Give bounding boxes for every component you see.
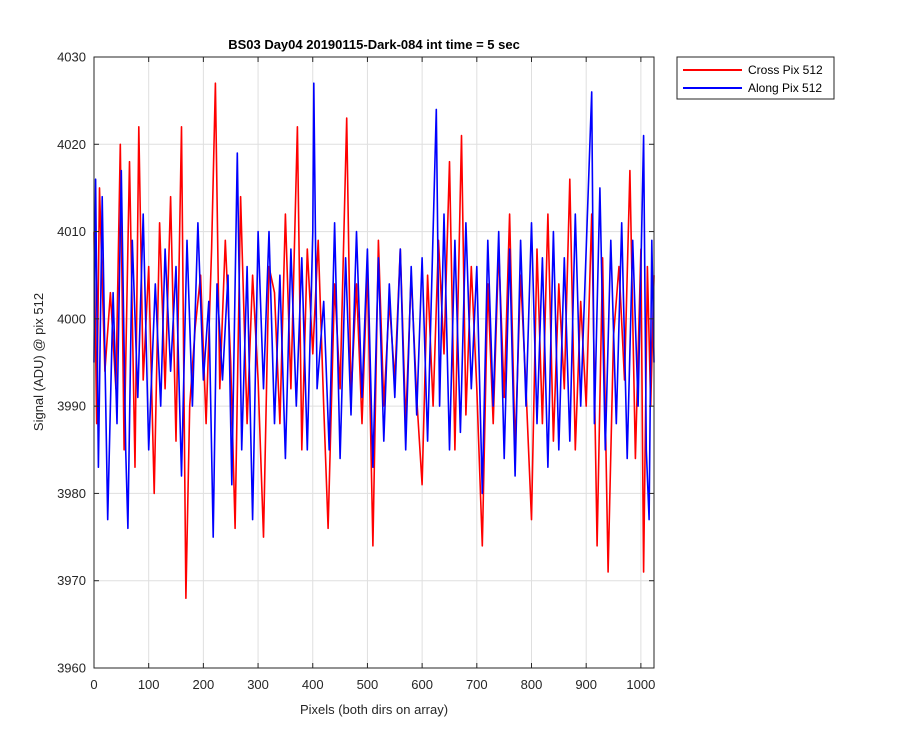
chart-title: BS03 Day04 20190115-Dark-084 int time = … [228, 37, 520, 52]
x-tick-label: 100 [138, 677, 160, 692]
y-tick-label: 3970 [57, 573, 86, 588]
y-tick-label: 3990 [57, 399, 86, 414]
x-tick-label: 600 [411, 677, 433, 692]
plot-frame [93, 56, 655, 669]
x-tick-label: 400 [302, 677, 324, 692]
x-tick-label: 1000 [626, 677, 655, 692]
x-tick-label: 200 [193, 677, 215, 692]
series-group [93, 82, 655, 600]
x-axis-label: Pixels (both dirs on array) [300, 702, 448, 717]
legend-label-cross: Cross Pix 512 [748, 63, 823, 77]
x-tick-label: 300 [247, 677, 269, 692]
y-tick-label: 4000 [57, 311, 86, 326]
y-tick-label: 4020 [57, 137, 86, 152]
x-tick-label: 700 [466, 677, 488, 692]
y-tick-label: 3960 [57, 661, 86, 676]
x-tick-label: 500 [357, 677, 379, 692]
x-tick-labels: 0 100 200 300 400 500 600 700 800 900 1000 [90, 677, 655, 692]
y-tick-label: 4010 [57, 224, 86, 239]
legend-label-along: Along Pix 512 [748, 81, 822, 95]
y-tick-label: 3980 [57, 486, 86, 501]
x-tick-label: 900 [575, 677, 597, 692]
y-tick-label: 4030 [57, 50, 86, 65]
legend: Cross Pix 512 Along Pix 512 [676, 56, 835, 100]
x-tick-label: 0 [90, 677, 97, 692]
y-axis-label: Signal (ADU) @ pix 512 [31, 293, 46, 431]
legend-box [676, 56, 835, 100]
series-line-1 [93, 82, 655, 538]
x-tick-label: 800 [521, 677, 543, 692]
axis-ticks [93, 56, 654, 669]
y-tick-labels: 3960 3970 3980 3990 4000 4010 4020 4030 [57, 50, 86, 676]
series-line-0 [93, 82, 655, 600]
